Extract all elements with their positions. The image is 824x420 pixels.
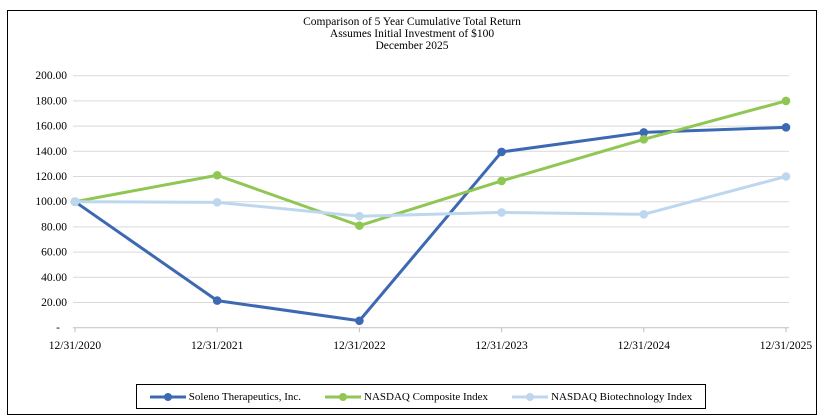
data-point xyxy=(212,170,222,180)
y-tick-label: 180.00 xyxy=(35,95,67,107)
series-line xyxy=(73,175,788,218)
data-point xyxy=(355,221,364,230)
y-tick-label: 100.00 xyxy=(35,196,67,208)
y-tick-label: - xyxy=(56,322,60,334)
data-point xyxy=(355,316,364,326)
data-point xyxy=(497,147,506,157)
legend-line-marker-icon xyxy=(149,392,186,401)
chart-title: Comparison of 5 Year Cumulative Total Re… xyxy=(0,16,824,52)
x-tick-label: 12/31/2022 xyxy=(333,340,386,352)
x-tick-label: 12/31/2021 xyxy=(191,340,244,352)
chart-title-line3: December 2025 xyxy=(375,40,449,52)
chart-frame xyxy=(7,10,817,415)
legend-item-nasdaq-composite: NASDAQ Composite Index xyxy=(325,391,488,403)
data-point xyxy=(781,96,791,106)
data-point xyxy=(639,128,649,137)
legend-item-soleno: Soleno Therapeutics, Inc. xyxy=(149,390,301,403)
data-point xyxy=(639,135,649,144)
y-tick-label: 40.00 xyxy=(41,272,67,284)
data-point xyxy=(781,172,791,181)
data-point xyxy=(212,198,222,207)
legend-label-nasdaq-biotech: NASDAQ Biotechnology Index xyxy=(551,390,693,403)
data-point xyxy=(355,211,364,221)
y-tick-label: 200.00 xyxy=(35,70,67,82)
y-tick-label: 60.00 xyxy=(41,247,67,259)
chart-legend: Soleno Therapeutics, Inc. NASDAQ Composi… xyxy=(136,384,706,409)
chart-title-line2: Assumes Initial Investment of $100 xyxy=(329,28,495,40)
legend-item-nasdaq-biotech: NASDAQ Biotechnology Index xyxy=(512,391,692,403)
chart-title-line1: Comparison of 5 Year Cumulative Total Re… xyxy=(303,16,521,28)
x-tick-label: 12/31/2023 xyxy=(475,340,528,352)
x-tick-label: 12/31/2020 xyxy=(49,340,102,352)
y-tick-label: 160.00 xyxy=(35,121,67,133)
data-point xyxy=(497,208,506,217)
data-point xyxy=(639,210,649,219)
y-tick-label: 120.00 xyxy=(35,171,67,183)
data-point xyxy=(212,296,222,305)
x-tick-label: 12/31/2025 xyxy=(760,340,813,352)
data-point xyxy=(497,176,506,186)
y-tick-label: 80.00 xyxy=(41,221,67,233)
x-tick-label: 12/31/2024 xyxy=(618,340,671,352)
series-line xyxy=(73,125,788,323)
series-line xyxy=(73,99,788,228)
legend-line-marker-icon xyxy=(325,392,361,401)
y-tick-label: 140.00 xyxy=(35,146,67,158)
legend-line-marker-icon xyxy=(512,392,549,401)
data-point xyxy=(70,197,80,206)
y-tick-label: 20.00 xyxy=(41,297,67,309)
legend-label-nasdaq-composite: NASDAQ Composite Index xyxy=(364,390,489,403)
data-point xyxy=(781,123,791,132)
legend-label-soleno: Soleno Therapeutics, Inc. xyxy=(188,390,301,403)
